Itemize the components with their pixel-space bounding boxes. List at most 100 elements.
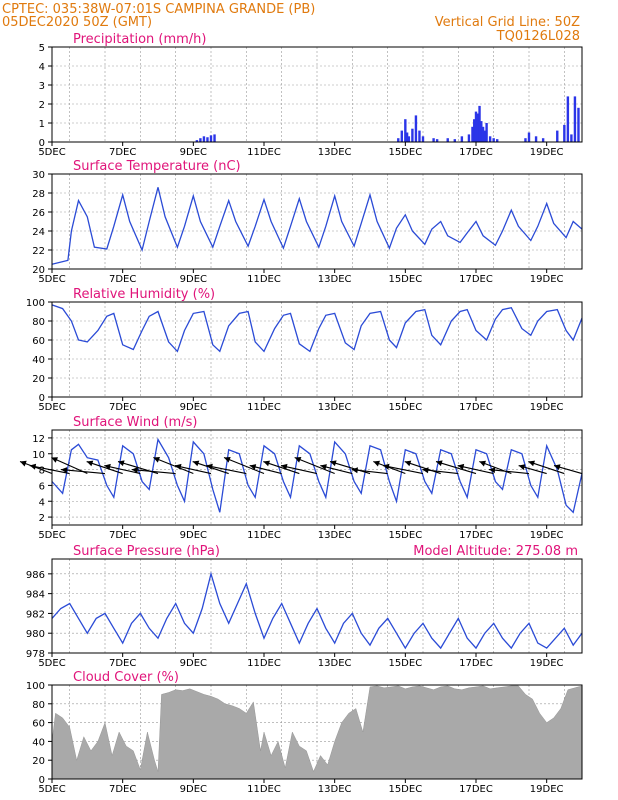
- wind-arrow: [206, 465, 247, 475]
- panel-wind: 2 4 6 8 10 12 5DEC 7DEC 9DEC 11DEC 13DEC 15DEC 17DEC…: [19, 415, 583, 541]
- wind-arrow: [174, 465, 212, 475]
- x-tick-label: 9DEC: [180, 784, 207, 795]
- x-tick-label: 15DEC: [388, 274, 422, 285]
- wind-arrow-head: [320, 464, 327, 470]
- y-tick-label: 0: [39, 775, 45, 786]
- x-tick-label: 11DEC: [247, 784, 281, 795]
- rh-series-line: [51, 304, 583, 353]
- y-tick-label: 60: [32, 336, 45, 347]
- y-tick-label: 100: [26, 298, 45, 309]
- precip-bar: [492, 138, 495, 142]
- y-tick-label: 40: [32, 355, 45, 366]
- wind-arrow: [382, 465, 424, 475]
- x-tick-label: 17DEC: [459, 402, 493, 413]
- wind-arrow-head: [351, 467, 358, 474]
- wind-arrow: [263, 461, 300, 475]
- y-tick-label: 28: [32, 189, 45, 200]
- temp-series-line: [51, 187, 583, 265]
- wind-arrow-head: [404, 460, 412, 467]
- y-tick-label: 0: [39, 138, 45, 149]
- y-tick-label: 80: [32, 317, 45, 328]
- precip-bar: [481, 126, 485, 142]
- precip-bar: [488, 136, 492, 142]
- x-tick-label: 19DEC: [530, 274, 564, 285]
- wind-arrow: [29, 465, 70, 475]
- precip-bar: [407, 136, 411, 142]
- panel-frame: [51, 46, 583, 143]
- x-tick-label: 13DEC: [318, 274, 352, 285]
- wind-arrow: [294, 457, 335, 475]
- x-tick-label: 17DEC: [459, 530, 493, 541]
- rh-title: Relative Humidity (%): [73, 287, 215, 302]
- precip-bar: [473, 119, 476, 142]
- wind-arrow: [528, 461, 565, 475]
- wind-arrow: [131, 468, 176, 475]
- x-tick-label: 19DEC: [530, 530, 564, 541]
- wind-arrow-head: [249, 464, 257, 470]
- precip-bar: [421, 136, 425, 142]
- x-tick-label: 7DEC: [109, 402, 136, 413]
- y-tick-label: 8: [39, 466, 45, 477]
- x-tick-label: 13DEC: [318, 530, 352, 541]
- wind-arrow-head: [281, 463, 288, 470]
- wind-arrow-head: [20, 460, 27, 467]
- precip-bar: [566, 96, 570, 142]
- precip-bar: [556, 130, 559, 142]
- precip-title: Precipitation (mm/h): [73, 32, 206, 47]
- y-tick-label: 12: [32, 434, 45, 445]
- x-tick-label: 17DEC: [459, 784, 493, 795]
- x-tick-label: 11DEC: [247, 274, 281, 285]
- wind-arrow-head: [206, 463, 213, 470]
- y-tick-label: 22: [32, 246, 45, 257]
- wind-arrow-head: [528, 460, 535, 467]
- x-tick-label: 5DEC: [38, 402, 65, 413]
- precip-bar: [213, 134, 216, 142]
- precip-bar: [414, 115, 418, 142]
- x-tick-label: 7DEC: [109, 658, 136, 669]
- y-tick-label: 20: [32, 265, 45, 276]
- wind-arrow-head: [192, 460, 200, 467]
- cloud-cover-area: [51, 685, 583, 780]
- precip-bar: [524, 138, 527, 142]
- y-tick-label: 978: [26, 649, 45, 660]
- x-tick-label: 11DEC: [247, 147, 281, 158]
- wind-arrow: [329, 461, 371, 475]
- wind-arrow: [280, 465, 318, 475]
- wind-arrow: [86, 461, 123, 475]
- x-tick-label: 15DEC: [388, 402, 422, 413]
- header-station: CPTEC: 035:38W-07:01S CAMPINA GRANDE (PB…: [2, 2, 315, 17]
- x-tick-label: 5DEC: [38, 147, 65, 158]
- panel-precip: 0 1 2 3 4 5 5DEC 7DEC 9DEC 11DEC 13DEC 15DEC 17DEC 19…: [38, 32, 583, 158]
- wind-arrow-head: [518, 464, 526, 471]
- precip-bar: [570, 134, 573, 142]
- wind-title: Surface Wind (m/s): [73, 415, 197, 430]
- wind-arrow-head: [175, 463, 182, 470]
- wind-arrow: [153, 457, 194, 475]
- wind-arrow: [488, 468, 530, 475]
- x-tick-label: 7DEC: [109, 147, 136, 158]
- precip-bar: [453, 139, 456, 142]
- x-tick-label: 11DEC: [247, 530, 281, 541]
- pres-title: Surface Pressure (hPa): [73, 544, 220, 559]
- x-tick-label: 9DEC: [180, 147, 207, 158]
- precip-bar: [471, 126, 474, 142]
- precip-bar: [534, 136, 538, 142]
- precip-bar: [432, 138, 435, 142]
- panel-frame: [51, 173, 583, 270]
- precip-bar: [573, 96, 577, 142]
- wind-series-line: [51, 437, 583, 514]
- precip-bar: [478, 105, 481, 142]
- wind-arrow-head: [479, 460, 486, 467]
- y-tick-label: 20: [32, 756, 45, 767]
- x-tick-label: 7DEC: [109, 530, 136, 541]
- precip-bar: [400, 130, 403, 142]
- y-tick-label: 980: [26, 629, 45, 640]
- precip-bar: [404, 119, 407, 142]
- precip-bar: [435, 139, 439, 142]
- y-tick-label: 10: [32, 450, 45, 461]
- cloud-title: Cloud Cover (%): [73, 670, 179, 685]
- panel-temp: 20 22 24 26 28 30 5DEC 7DEC 9DEC 11DEC 13DEC 15DEC 1…: [32, 159, 583, 285]
- precip-bar: [577, 107, 580, 142]
- precip-bar: [541, 138, 545, 142]
